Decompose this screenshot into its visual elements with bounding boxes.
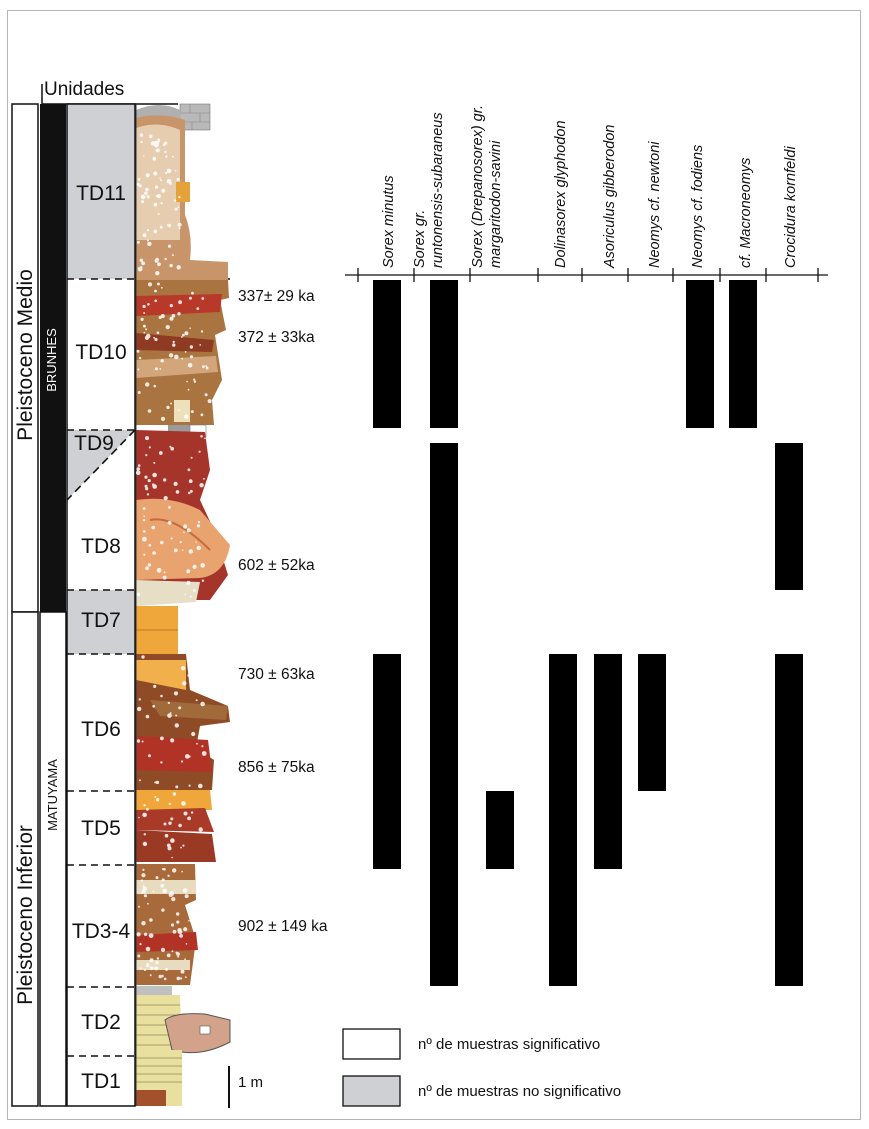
- range-bar: [430, 443, 458, 986]
- range-bar: [373, 654, 401, 869]
- unit-bg-td7: [67, 590, 135, 654]
- period-column-medio: [11, 103, 39, 613]
- date-label-730: 730 ± 63ka: [238, 666, 315, 683]
- range-bar: [729, 280, 757, 428]
- range-bar: [486, 791, 514, 869]
- species-label: Neomys cf. newtoni: [647, 141, 663, 268]
- unit-label-td6: TD6: [81, 718, 121, 741]
- unit-label-td3-4: TD3-4: [71, 920, 131, 943]
- chron-column-matuyama: [39, 611, 67, 1107]
- chron-column-brunhes: [40, 104, 66, 612]
- period-column-inferior: [11, 611, 39, 1107]
- chron-label-matuyama: MATUYAMA: [45, 759, 60, 831]
- species-label: Sorex gr.: [412, 209, 428, 268]
- chron-label-brunhes: BRUNHES: [44, 328, 59, 392]
- range-bar: [775, 654, 803, 986]
- legend-swatch-not-significant: [342, 1075, 401, 1107]
- range-bar: [686, 280, 714, 428]
- unit-label-td8: TD8: [81, 535, 121, 558]
- date-label-902: 902 ± 149 ka: [238, 918, 328, 935]
- date-label-856: 856 ± 75ka: [238, 759, 315, 776]
- unit-bg-td9: [67, 430, 135, 500]
- range-bar: [549, 654, 577, 986]
- species-label: runtonensis-subaraneus: [430, 112, 446, 268]
- unit-label-td10: TD10: [75, 341, 127, 364]
- unit-label-td9: TD9: [74, 432, 114, 455]
- date-label-337: 337± 29 ka: [238, 288, 315, 305]
- legend-label-not-significant: nº de muestras no significativo: [418, 1083, 622, 1100]
- period-label-inferior: Pleistoceno Inferior: [14, 825, 37, 1005]
- td9-diagonal: [66, 429, 136, 501]
- species-label: Sorex minutus: [381, 175, 397, 268]
- unit-label-td11: TD11: [76, 182, 126, 205]
- lithology-column: [135, 103, 231, 1106]
- species-label: margaritodon-savini: [488, 140, 504, 268]
- legend-swatch-significant: [342, 1028, 401, 1060]
- unit-column-frame: [66, 103, 136, 1107]
- date-label-602: 602 ± 52ka: [238, 557, 315, 574]
- figure-frame: [7, 10, 861, 1120]
- range-bar: [594, 654, 622, 869]
- species-label: cf. Macroneomys: [738, 157, 754, 268]
- species-label: Dolinasorex glyphodon: [553, 120, 569, 268]
- species-label: Neomys cf. fodiens: [690, 144, 706, 268]
- species-label: Crocidura kornfeldi: [783, 146, 799, 268]
- unit-label-td5: TD5: [81, 817, 121, 840]
- unit-bg-td11: [67, 104, 135, 279]
- period-label-medio: Pleistoceno Medio: [14, 269, 37, 441]
- unit-label-td1: TD1: [81, 1070, 121, 1093]
- date-label-372: 372 ± 33ka: [238, 329, 315, 346]
- range-bar: [638, 654, 666, 791]
- legend-label-significant: nº de muestras significativo: [418, 1036, 601, 1053]
- range-bar: [775, 443, 803, 590]
- species-label: Sorex (Drepanosorex) gr.: [470, 104, 486, 268]
- range-bar: [430, 280, 458, 428]
- units-header: Unidades: [44, 79, 125, 100]
- unit-label-td2: TD2: [81, 1011, 121, 1034]
- unit-label-td7: TD7: [81, 609, 121, 632]
- range-bar: [373, 280, 401, 428]
- species-label: Asoriculus gibberodon: [602, 124, 618, 268]
- scale-bar-label: 1 m: [238, 1074, 264, 1091]
